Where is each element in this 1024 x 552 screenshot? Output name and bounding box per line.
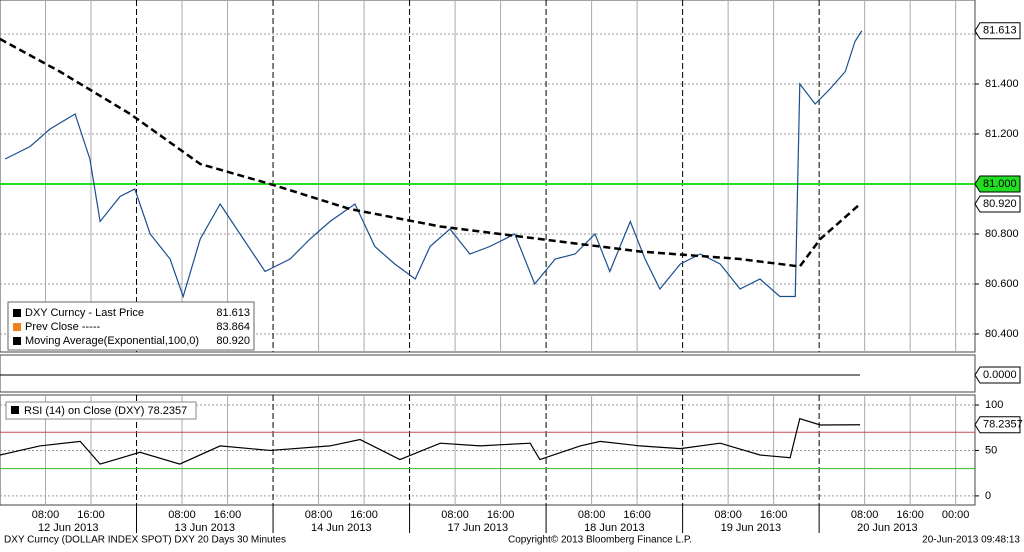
day-label: 19 Jun 2013 [721,522,782,534]
x-tick-label: 16:00 [623,509,651,521]
y-tick-label: 0 [985,490,991,502]
legend-label: DXY Curncy - Last Price [25,307,144,319]
series-line [4,30,863,299]
price-tag-label: 78.2357 [983,419,1023,431]
x-tick-label: 08:00 [168,509,196,521]
x-tick-label: 16:00 [760,509,788,521]
y-tick-label: 50 [985,444,997,456]
y-tick-label: 81.200 [985,128,1019,140]
day-label: 20 Jun 2013 [857,522,918,534]
price-tag [974,175,1021,193]
x-tick-label: 08:00 [851,509,879,521]
footer-left: DXY Curncy (DOLLAR INDEX SPOT) DXY 20 Da… [4,535,286,546]
x-tick-label: 08:00 [32,509,60,521]
day-label: 17 Jun 2013 [448,522,509,534]
legend-label: Prev Close ----- [25,321,101,333]
x-tick-label: 16:00 [77,509,105,521]
series-line [0,37,861,268]
day-label: 12 Jun 2013 [38,522,99,534]
x-tick-label: 16:00 [896,509,924,521]
price-tag-label: 80.920 [983,198,1017,210]
footer-right: 20-Jun-2013 09:48:13 [922,535,1020,546]
day-label: 18 Jun 2013 [584,522,645,534]
price-tag [974,22,1021,40]
panel-title-box [5,401,197,420]
series-line [0,417,861,465]
y-tick-label: 81.400 [985,78,1019,90]
day-label: 13 Jun 2013 [175,522,236,534]
price-tag [974,416,1021,434]
x-tick-label: 16:00 [350,509,378,521]
x-tick-label: 16:00 [214,509,242,521]
legend-swatch [13,323,21,331]
panel-title: RSI (14) on Close (DXY) 78.2357 [24,405,187,417]
y-tick-label: 80.600 [985,278,1019,290]
panel-frame [0,0,976,353]
indicator-tag [974,366,1021,384]
legend-swatch [13,337,21,345]
panel-title-swatch [11,406,19,414]
legend-value: 81.613 [216,307,250,319]
price-tag [974,195,1021,213]
y-tick-label: 100 [985,399,1003,411]
x-tick-label: 16:00 [487,509,515,521]
indicator-panel [0,354,976,393]
indicator-label: 0.0000 [983,369,1017,381]
y-tick-label: 80.800 [985,228,1019,240]
legend-box [7,301,255,351]
legend-value: 80.920 [216,335,250,347]
x-tick-label: 08:00 [578,509,606,521]
legend-label: Moving Average(Exponential,100,0) [25,335,199,347]
footer-center: Copyright© 2013 Bloomberg Finance L.P. [508,535,692,546]
y-tick-label: 80.400 [985,328,1019,340]
x-tick-label: 00:00 [942,509,970,521]
day-label: 14 Jun 2013 [311,522,372,534]
x-tick-label: 08:00 [441,509,469,521]
legend-value: 83.864 [216,321,250,333]
price-tag-label: 81.613 [983,25,1017,37]
x-tick-label: 08:00 [714,509,742,521]
x-tick-label: 08:00 [305,509,333,521]
price-tag-label: 81.000 [983,178,1017,190]
legend-swatch [13,309,21,317]
